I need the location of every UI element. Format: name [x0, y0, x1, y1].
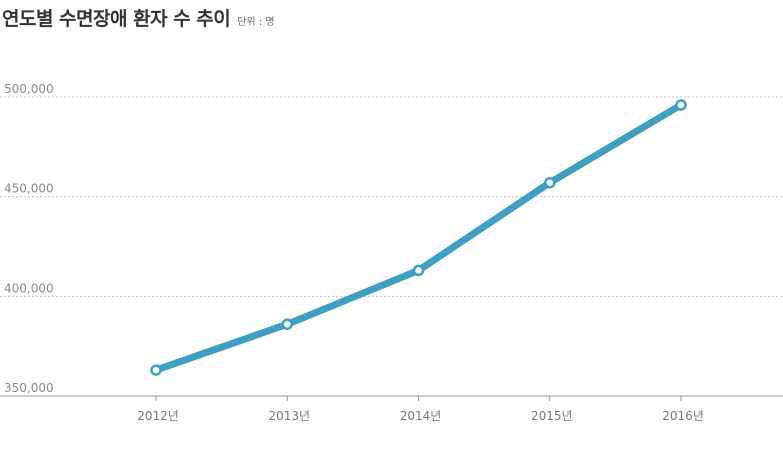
data-point-marker [281, 318, 293, 330]
unit-label: 단위 : 명 [237, 17, 275, 28]
data-point-marker [675, 99, 687, 111]
y-tick-label: 350,000 [4, 381, 54, 395]
data-point-marker [544, 176, 556, 189]
x-tick-label: 2013년 [268, 409, 310, 423]
x-tick-label: 2014년 [400, 409, 442, 423]
data-point-marker [412, 264, 425, 277]
y-tick-label: 400,000 [4, 281, 54, 295]
x-tick-label: 2015년 [531, 409, 573, 423]
chart-title: 연도별 수면장애 환자 수 추이 [2, 8, 231, 30]
x-tick-label: 2016년 [662, 409, 704, 423]
y-tick-label: 500,000 [4, 82, 54, 96]
series-line [152, 101, 685, 374]
data-point-marker [150, 364, 162, 376]
chart-header: 연도별 수면장애 환자 수 추이 단위 : 명 [2, 4, 275, 31]
x-tick-label: 2012년 [137, 409, 179, 423]
y-tick-label: 450,000 [4, 182, 54, 196]
